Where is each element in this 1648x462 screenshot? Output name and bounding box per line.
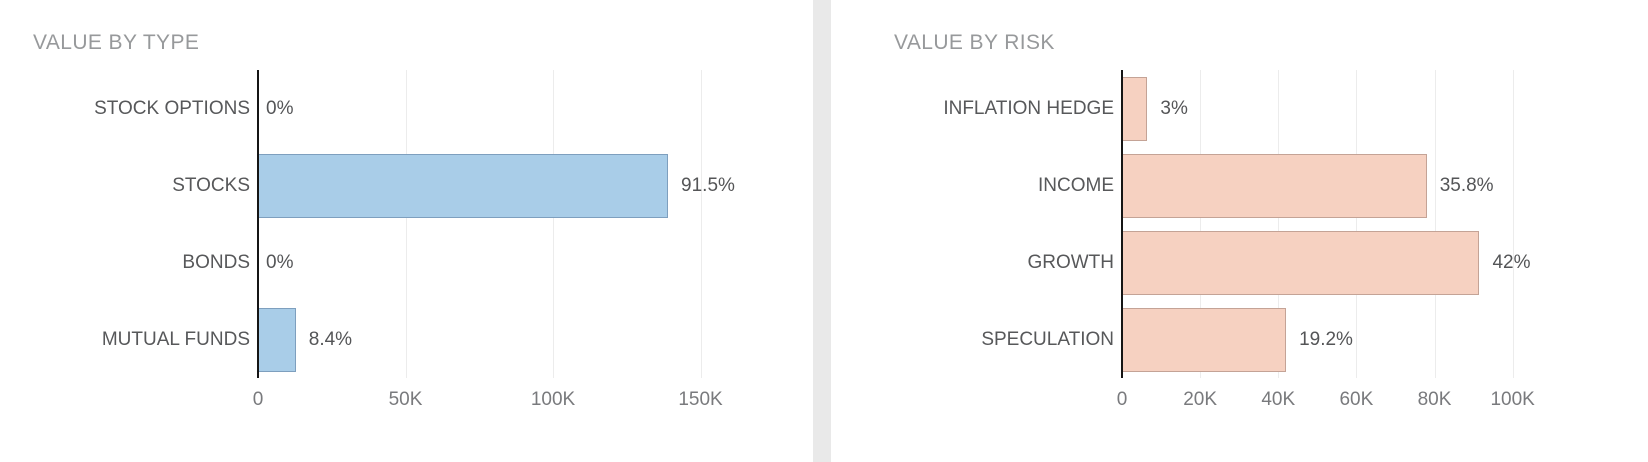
bar-value-label: 19.2% xyxy=(1299,328,1353,350)
plot-area-value-by-risk: 3% 35.8% 42% 19.2% xyxy=(1121,70,1540,378)
plot-area-value-by-type: 0% 91.5% 0% 8.4% xyxy=(257,70,735,378)
bar-row: 0% xyxy=(258,70,730,147)
category-label-stocks: STOCKS xyxy=(172,174,250,196)
category-label-stock-options: STOCK OPTIONS xyxy=(94,97,250,119)
bar-row: 91.5% xyxy=(258,147,735,224)
bar-value-label: 0% xyxy=(266,97,294,119)
value-by-risk-chart-panel: VALUE BY RISK INFLATION HEDGE INCOME GROWT… xyxy=(831,0,1648,462)
category-label-bonds: BONDS xyxy=(182,251,250,273)
y-axis-line xyxy=(257,70,259,378)
bar-stocks[interactable] xyxy=(258,153,669,218)
x-tick-label: 50K xyxy=(388,389,423,410)
gridline xyxy=(1200,70,1202,378)
bar-value-label: 3% xyxy=(1160,97,1188,119)
gridline xyxy=(1356,70,1358,378)
category-labels-column: INFLATION HEDGE INCOME GROWTH SPECULATION xyxy=(831,70,1114,378)
chart-title-value-by-risk: VALUE BY RISK xyxy=(894,31,1055,54)
x-tick-label: 100K xyxy=(530,389,576,410)
category-label-speculation: SPECULATION xyxy=(981,328,1114,350)
bar-speculation[interactable] xyxy=(1122,307,1287,372)
category-labels-column: STOCK OPTIONS STOCKS BONDS MUTUAL FUNDS xyxy=(0,70,250,378)
gridline xyxy=(553,70,554,378)
x-tick-label: 40K xyxy=(1261,389,1296,410)
bar-value-label: 42% xyxy=(1492,251,1531,273)
gridline xyxy=(700,70,702,378)
x-tick-label: 150K xyxy=(678,389,723,410)
category-label-growth: GROWTH xyxy=(1027,251,1114,273)
bar-income[interactable] xyxy=(1122,153,1427,218)
gridline xyxy=(1512,70,1514,378)
category-label-mutual-funds: MUTUAL FUNDS xyxy=(101,328,250,350)
bar-mutual-funds[interactable] xyxy=(258,307,296,372)
bar-row: 42% xyxy=(1122,224,1540,301)
bar-inflation-hedge[interactable] xyxy=(1122,76,1148,141)
category-label-income: INCOME xyxy=(1038,174,1114,196)
category-label-inflation-hedge: INFLATION HEDGE xyxy=(943,97,1114,119)
value-by-type-chart-panel: VALUE BY TYPE STOCK OPTIONS STOCKS BONDS MU… xyxy=(0,0,813,462)
bar-row: 19.2% xyxy=(1122,301,1540,378)
bar-value-label: 8.4% xyxy=(308,328,353,350)
chart-title-value-by-type: VALUE BY TYPE xyxy=(33,31,200,54)
x-tick-label: 80K xyxy=(1417,389,1452,410)
bar-value-label: 35.8% xyxy=(1439,174,1494,196)
gridline xyxy=(405,70,407,378)
bar-row: 3% xyxy=(1122,70,1540,147)
bar-growth[interactable] xyxy=(1122,230,1480,295)
bar-row: 8.4% xyxy=(258,301,730,378)
x-tick-label: 100K xyxy=(1490,389,1535,410)
bar-value-label: 0% xyxy=(266,251,294,273)
x-tick-label: 0 xyxy=(1116,389,1128,410)
x-tick-label: 60K xyxy=(1339,389,1374,410)
bar-row: 35.8% xyxy=(1122,147,1540,224)
x-axis-ticks: 0 20K 40K 60K 80K 100K xyxy=(1117,389,1540,413)
panel-divider xyxy=(813,0,831,462)
y-axis-line xyxy=(1121,70,1123,378)
x-axis-ticks: 0 50K 100K 150K xyxy=(253,389,730,413)
x-tick-label: 20K xyxy=(1183,389,1218,410)
gridline xyxy=(1434,70,1436,378)
gridline xyxy=(1278,70,1280,378)
x-tick-label: 0 xyxy=(252,389,264,410)
bar-value-label: 91.5% xyxy=(681,174,735,196)
bar-row: 0% xyxy=(258,224,730,301)
